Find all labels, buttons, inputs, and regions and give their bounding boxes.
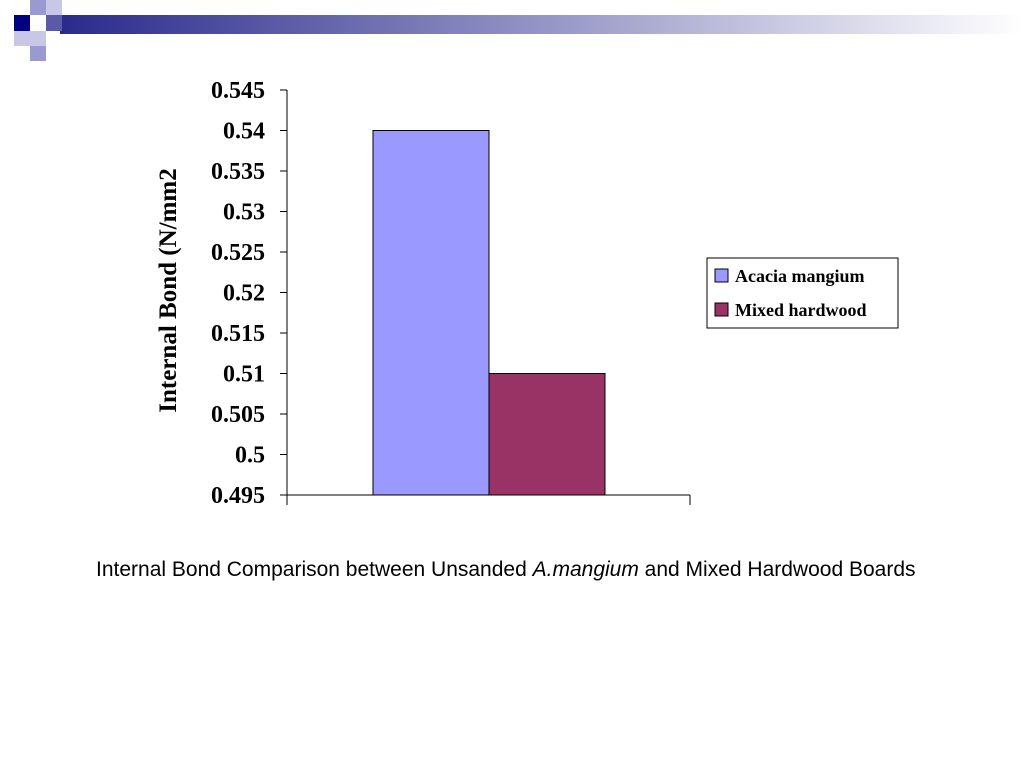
legend-box [706, 257, 899, 329]
chart-caption: Internal Bond Comparison between Unsande… [96, 554, 916, 585]
bar-mixed-hardwood [488, 373, 606, 496]
header-square-light3 [14, 31, 30, 46]
y-tick-label: 0.51 [223, 362, 265, 388]
y-tick-label: 0.505 [211, 402, 265, 428]
x-axis [287, 494, 691, 505]
legend-entry: Acacia mangium [735, 266, 865, 286]
caption-text-1: Internal Bond Comparison between Unsande… [96, 558, 533, 581]
legend-swatch [714, 268, 729, 283]
legend: Acacia mangium Mixed hardwood [706, 257, 899, 329]
slide-header-decoration [14, 0, 1024, 61]
header-square-mid [30, 0, 46, 15]
bars [372, 130, 606, 496]
y-tick-label: 0.53 [223, 200, 265, 226]
caption-species-italic: A.mangium [532, 558, 639, 581]
y-tick-label: 0.5 [235, 443, 265, 469]
internal-bond-chart: 0.5450.540.5350.530.5250.520.5150.510.50… [155, 78, 899, 509]
y-tick-label: 0.515 [211, 321, 265, 347]
y-tick-label: 0.54 [223, 119, 265, 145]
legend-swatch [714, 302, 729, 317]
header-square-mid3 [30, 46, 46, 61]
y-axis-title: Internal Bond (N/mm2 [155, 168, 182, 412]
header-square-light [46, 0, 62, 15]
bar-acacia-mangium [372, 130, 490, 496]
y-tick-label: 0.52 [223, 281, 265, 307]
y-tick-label: 0.495 [211, 483, 265, 509]
y-tick-label: 0.525 [211, 240, 265, 266]
y-axis: 0.5450.540.5350.530.5250.520.5150.510.50… [211, 78, 288, 509]
y-tick-label: 0.535 [211, 159, 265, 185]
legend-entry: Mixed hardwood [735, 300, 867, 320]
header-square-mid2 [46, 15, 62, 31]
header-gradient-bar [60, 15, 1024, 34]
caption-text-2: and Mixed Hardwood Boards [638, 558, 916, 581]
header-square-dark [14, 15, 30, 31]
y-tick-label: 0.545 [211, 78, 265, 104]
header-square-light2 [30, 31, 46, 46]
